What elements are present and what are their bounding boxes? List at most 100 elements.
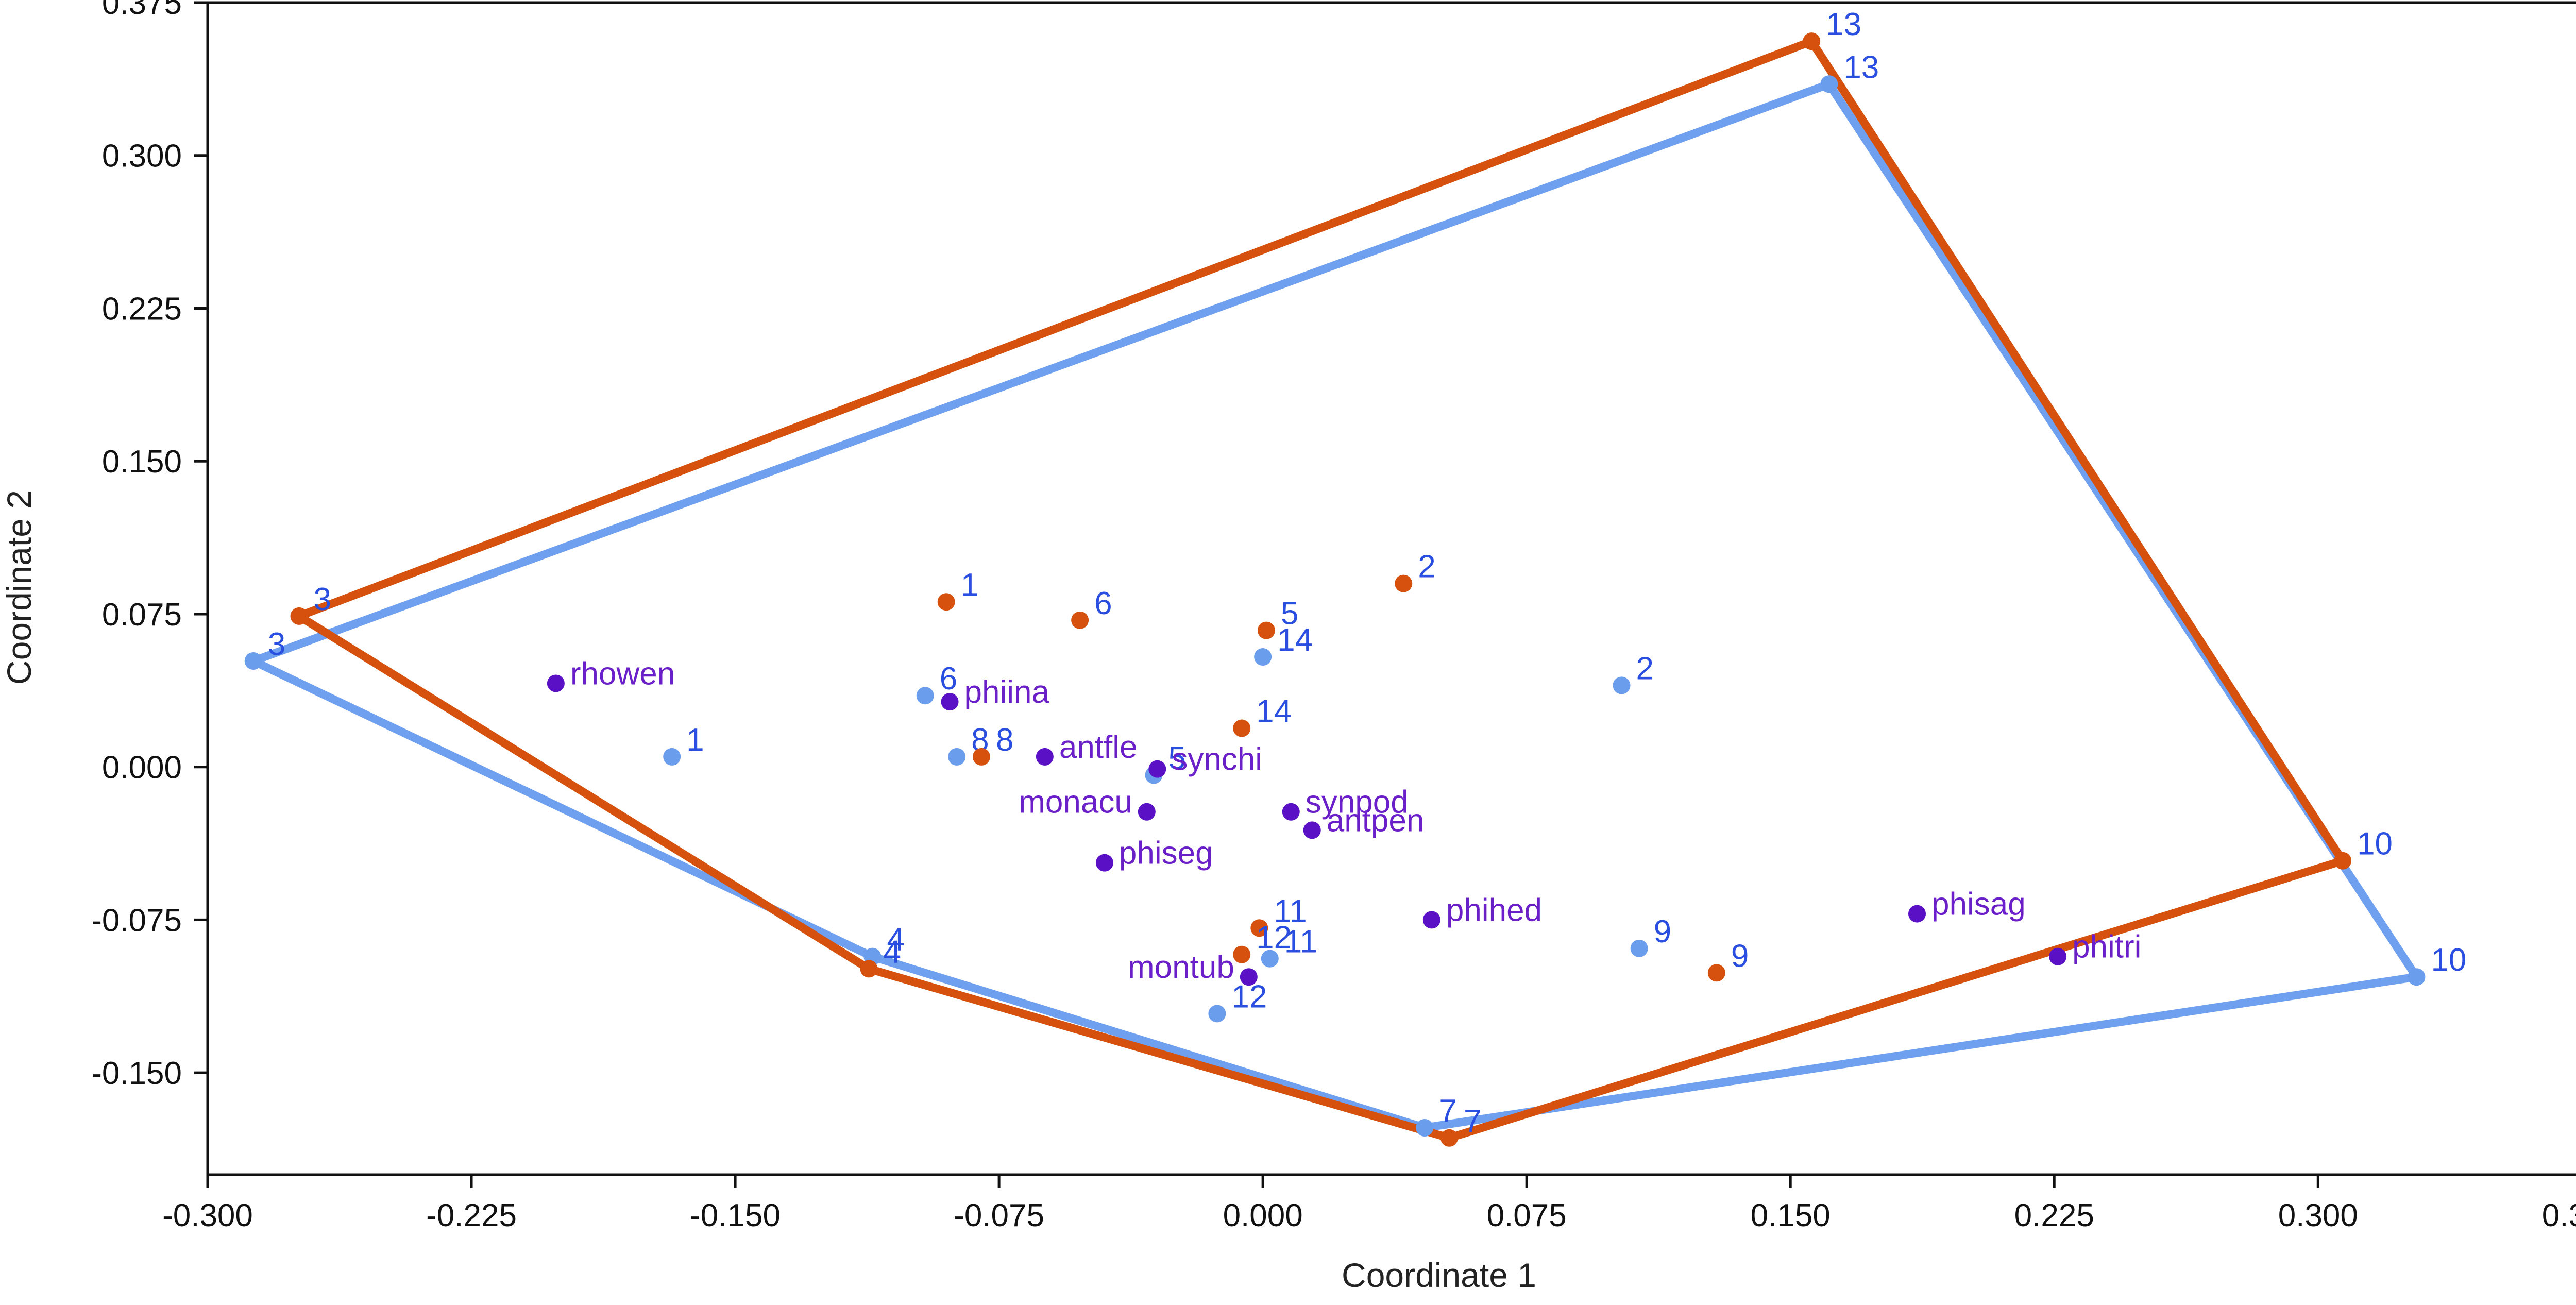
point-label: 1 <box>961 567 978 603</box>
data-point <box>1233 945 1251 963</box>
point-label: 2 <box>1418 549 1435 585</box>
data-point <box>663 748 681 766</box>
point-label: 1 <box>686 722 704 758</box>
x-tick-label: -0.075 <box>954 1198 1044 1233</box>
x-tick-label: 0.075 <box>1487 1198 1567 1233</box>
y-tick-label: -0.150 <box>91 1056 182 1091</box>
point-label: 8 <box>996 722 1013 758</box>
y-tick-label: 0.000 <box>102 750 182 786</box>
point-label: 11 <box>1284 924 1317 960</box>
point-label: 3 <box>314 582 331 617</box>
data-point <box>1208 1005 1226 1023</box>
point-label: 9 <box>1731 938 1749 974</box>
data-point <box>948 748 966 766</box>
x-tick-label: 0.000 <box>1223 1198 1303 1233</box>
data-point <box>1071 611 1089 629</box>
data-point <box>1613 676 1631 694</box>
point-label: synchi <box>1172 742 1262 777</box>
data-point <box>916 687 934 705</box>
point-label: 10 <box>2431 942 2466 978</box>
data-point <box>1257 621 1275 639</box>
data-point <box>1303 821 1321 839</box>
point-label: 14 <box>1277 622 1313 658</box>
data-point <box>1233 719 1251 737</box>
point-label: rhowen <box>570 656 675 691</box>
data-point <box>941 693 959 711</box>
data-point <box>937 593 955 611</box>
data-point <box>1630 939 1648 957</box>
point-label: 9 <box>1654 914 1671 950</box>
data-point <box>972 748 990 766</box>
data-point <box>1148 760 1166 778</box>
y-tick-label: 0.225 <box>102 291 182 327</box>
point-label: 7 <box>1439 1093 1456 1129</box>
data-point <box>860 960 878 978</box>
y-tick-label: 0.150 <box>102 444 182 480</box>
point-label: phiseg <box>1119 836 1213 871</box>
point-label: 6 <box>1094 586 1112 621</box>
x-tick-label: 0.225 <box>2014 1198 2094 1233</box>
blue-hull <box>249 80 2421 1132</box>
data-point <box>1395 574 1413 592</box>
point-label: antfle <box>1059 730 1138 765</box>
x-tick-label: 0.375 <box>2542 1198 2576 1233</box>
point-label: montub <box>1128 950 1234 985</box>
point-label: synpod <box>1306 785 1409 820</box>
data-point <box>547 674 565 692</box>
data-point <box>290 607 308 625</box>
x-tick-label: -0.300 <box>162 1198 253 1233</box>
y-axis: -0.150 -0.075 0.000 0.075 0.150 0.225 0.300 0.3… <box>91 0 208 1091</box>
y-axis-label: Coordinate 2 <box>0 490 38 685</box>
point-label: 12 <box>1256 920 1292 956</box>
data-point <box>244 652 262 670</box>
point-label: 5 <box>1281 596 1298 632</box>
data-point <box>1908 905 1926 923</box>
x-axis-label: Coordinate 1 <box>1342 1256 1536 1294</box>
point-label: 14 <box>1256 694 1292 730</box>
data-point <box>1250 919 1268 937</box>
point-label: 11 <box>1274 893 1307 929</box>
data-point <box>1254 648 1272 666</box>
convex-hulls <box>249 37 2421 1142</box>
point-label: phitri <box>2072 929 2141 965</box>
point-label: antpen <box>1327 803 1425 838</box>
point-label: monacu <box>1019 785 1132 820</box>
point-label: 7 <box>1464 1104 1481 1139</box>
data-point <box>1803 32 1821 50</box>
data-point <box>2049 947 2067 965</box>
y-tick-label: -0.075 <box>91 903 182 938</box>
x-tick-label: -0.150 <box>690 1198 781 1233</box>
data-point <box>1282 803 1300 821</box>
point-label: 6 <box>940 661 957 697</box>
point-label: phisag <box>1931 887 2026 922</box>
point-label: 10 <box>2357 826 2393 862</box>
data-point <box>2408 968 2426 986</box>
orange-hull <box>295 37 2347 1142</box>
x-tick-label: -0.225 <box>426 1198 517 1233</box>
x-axis: -0.300 -0.225 -0.150 -0.075 0.000 0.075 0.150 0… <box>162 1175 2576 1233</box>
y-tick-label: 0.375 <box>102 0 182 21</box>
data-point <box>1820 75 1838 93</box>
point-label: 2 <box>1636 651 1654 686</box>
data-point <box>1138 803 1156 821</box>
data-point <box>1707 964 1725 982</box>
x-tick-label: 0.150 <box>1751 1198 1831 1233</box>
point-label: phiina <box>964 674 1050 710</box>
y-tick-label: 0.300 <box>102 139 182 174</box>
data-point <box>1095 854 1113 872</box>
point-label: 4 <box>884 934 901 970</box>
data-point <box>1422 911 1440 929</box>
point-label: 13 <box>1826 7 1861 42</box>
data-points: 12345678910111213141234567891011121314rh… <box>244 7 2466 1147</box>
data-point <box>1416 1119 1434 1137</box>
data-point <box>2334 852 2352 870</box>
data-point <box>1261 950 1279 968</box>
point-label: phihed <box>1446 892 1542 928</box>
data-point <box>1036 748 1054 766</box>
point-label: 5 <box>1168 741 1186 776</box>
point-label: 13 <box>1843 49 1879 85</box>
point-label: 3 <box>268 626 285 662</box>
data-point <box>1240 968 1258 986</box>
x-tick-label: 0.300 <box>2278 1198 2358 1233</box>
